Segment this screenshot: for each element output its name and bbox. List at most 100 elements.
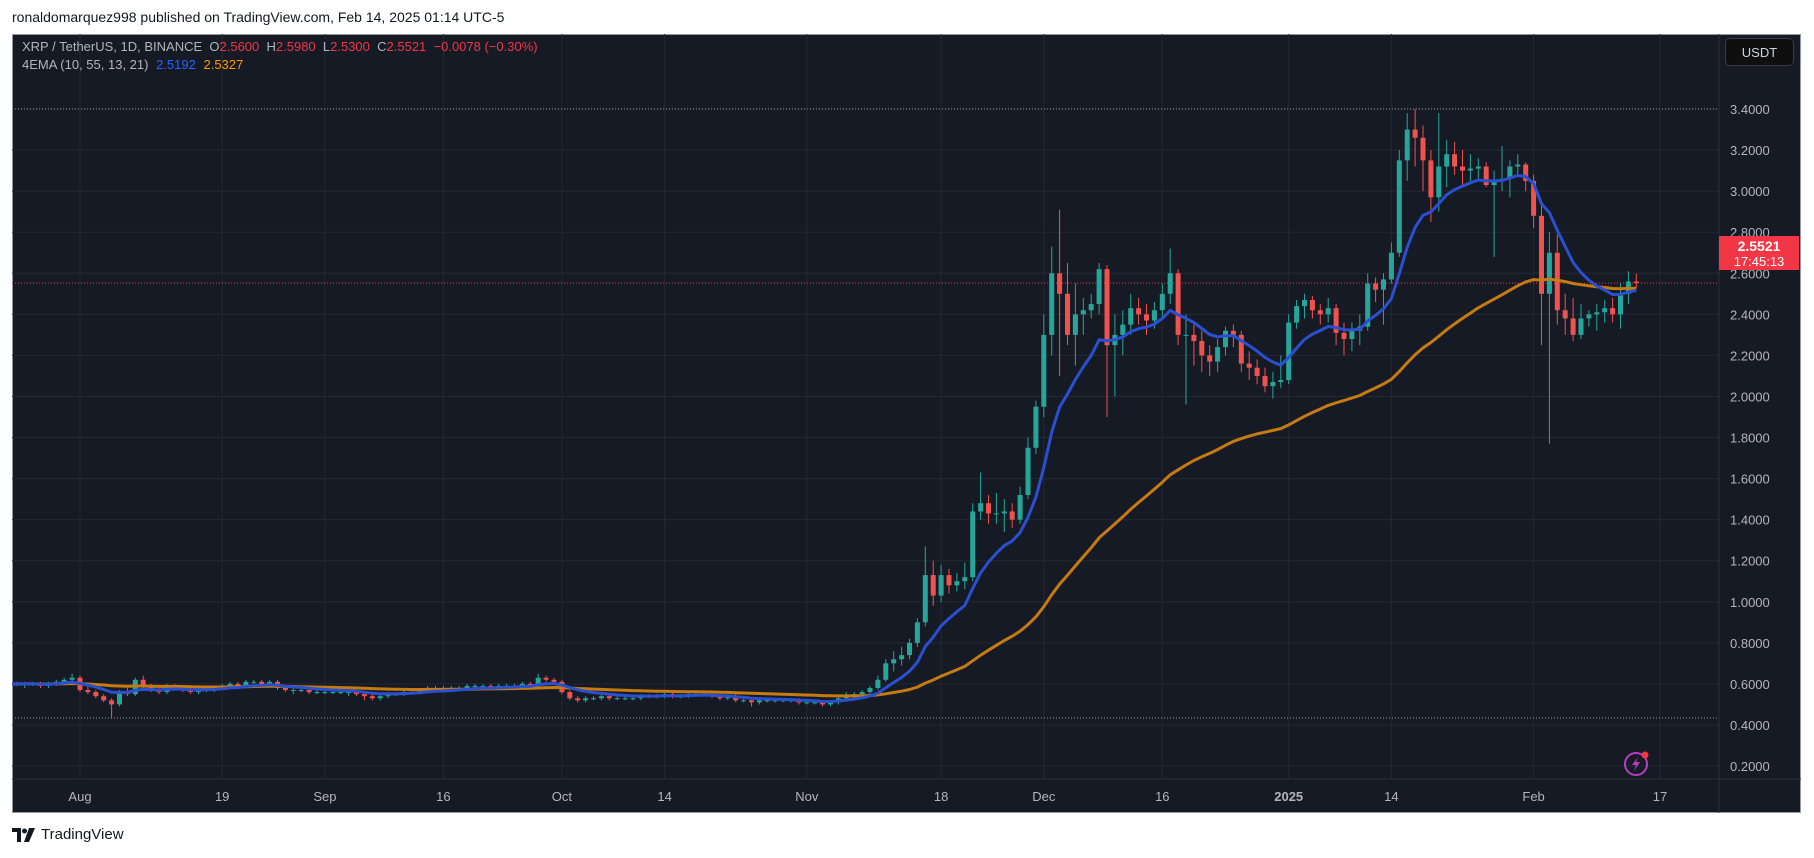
candle: [1586, 310, 1592, 327]
candle: [1120, 310, 1126, 356]
candle-body: [338, 692, 344, 694]
candle-body: [1586, 314, 1592, 319]
candle-body: [1294, 306, 1300, 323]
candle-body: [1207, 355, 1213, 362]
x-tick-label: Feb: [1522, 789, 1544, 804]
y-tick-label: 3.4000: [1730, 102, 1770, 117]
candle-body: [369, 696, 375, 699]
candle-body: [1151, 310, 1157, 321]
candle: [1396, 150, 1402, 257]
candle-body: [1183, 334, 1189, 336]
candle: [591, 696, 596, 701]
candle-body: [614, 698, 620, 700]
candle-body: [519, 683, 525, 686]
candle: [970, 503, 976, 582]
symbol-label[interactable]: XRP / TetherUS, 1D, BINANCE: [22, 39, 203, 54]
high-label: H: [266, 39, 276, 54]
candle: [922, 546, 928, 627]
y-tick-label: 3.0000: [1730, 184, 1770, 199]
candle: [1570, 297, 1576, 342]
candle-body: [267, 681, 273, 684]
candle: [883, 659, 889, 682]
candle: [1610, 297, 1616, 323]
candle: [583, 696, 589, 703]
candle: [1183, 314, 1189, 405]
candle-body: [606, 696, 612, 699]
candle-body: [61, 679, 67, 682]
low-value: 2.5300: [330, 39, 370, 54]
candle-body: [235, 683, 241, 686]
currency-button[interactable]: USDT: [1725, 38, 1794, 66]
candle: [1420, 125, 1426, 192]
x-tick-label: 16: [1155, 789, 1169, 804]
candle-body: [1491, 180, 1497, 186]
candle-body: [1633, 281, 1639, 284]
lightning-icon[interactable]: [1623, 749, 1651, 777]
candle-body: [1009, 511, 1015, 520]
candle: [1460, 150, 1465, 188]
candle-body: [875, 679, 881, 688]
candle-body: [1167, 273, 1173, 294]
candle-body: [1341, 332, 1347, 339]
candle: [1333, 304, 1339, 346]
candle-body: [804, 702, 810, 704]
candle-body: [1515, 164, 1521, 167]
candle-body: [930, 575, 936, 596]
candle: [907, 638, 912, 660]
candle-body: [227, 683, 233, 686]
candle-body: [1088, 304, 1094, 311]
ema-slow-line: [12, 277, 1637, 698]
candle: [875, 675, 881, 691]
candle: [1539, 201, 1544, 346]
candle-body: [741, 700, 747, 702]
candle: [891, 651, 897, 672]
tradingview-logo[interactable]: TradingView: [12, 826, 124, 843]
x-tick-label: 16: [436, 789, 450, 804]
x-tick-label: 17: [1653, 789, 1667, 804]
candle: [1246, 351, 1252, 381]
candle: [1278, 355, 1284, 389]
candle-body: [1096, 269, 1102, 305]
candle-body: [1278, 380, 1284, 383]
candle: [1128, 293, 1134, 335]
candle-body: [1238, 334, 1244, 364]
candle-body: [1570, 318, 1576, 335]
candle: [899, 646, 905, 666]
candle: [1562, 293, 1568, 335]
candle-body: [978, 503, 984, 512]
close-label: C: [377, 39, 387, 54]
candle-body: [1539, 215, 1544, 294]
candle: [1309, 295, 1315, 319]
candle-body: [1404, 129, 1410, 161]
candle-body: [1460, 166, 1465, 171]
y-tick-label: 1.4000: [1730, 513, 1770, 528]
candle: [1491, 170, 1497, 257]
y-tick-label: 2.6000: [1730, 266, 1770, 281]
y-tick-label: 0.8000: [1730, 636, 1770, 651]
y-tick-label: 2.2000: [1730, 348, 1770, 363]
candle: [954, 573, 960, 592]
candle-body: [1302, 299, 1307, 307]
candle-body: [883, 663, 889, 680]
candle: [1444, 139, 1450, 188]
candle-body: [1436, 166, 1442, 198]
candle-body: [361, 694, 367, 697]
candle-body: [993, 513, 999, 515]
y-tick-label: 2.4000: [1730, 307, 1770, 322]
price-chart[interactable]: 0.2000 0.4000 0.6000 0.8000 1.0000 1.2000 1.40…: [12, 34, 1801, 813]
candle-body: [591, 698, 596, 700]
x-tick-label: 2025: [1274, 789, 1303, 804]
candle: [1270, 371, 1276, 399]
candle: [1041, 314, 1047, 417]
candle-body: [1562, 310, 1568, 319]
candle-body: [1120, 324, 1126, 335]
candle-body: [480, 685, 486, 687]
candle-body: [922, 575, 928, 623]
candle: [1388, 242, 1394, 284]
candle-body: [251, 681, 257, 683]
indicator-legend[interactable]: 4EMA (10, 55, 13, 21) 2.5192 2.5327: [22, 57, 243, 72]
candle: [1618, 283, 1623, 329]
x-tick-label: Dec: [1032, 789, 1056, 804]
candle-body: [1001, 511, 1007, 514]
candle-body: [828, 702, 833, 705]
